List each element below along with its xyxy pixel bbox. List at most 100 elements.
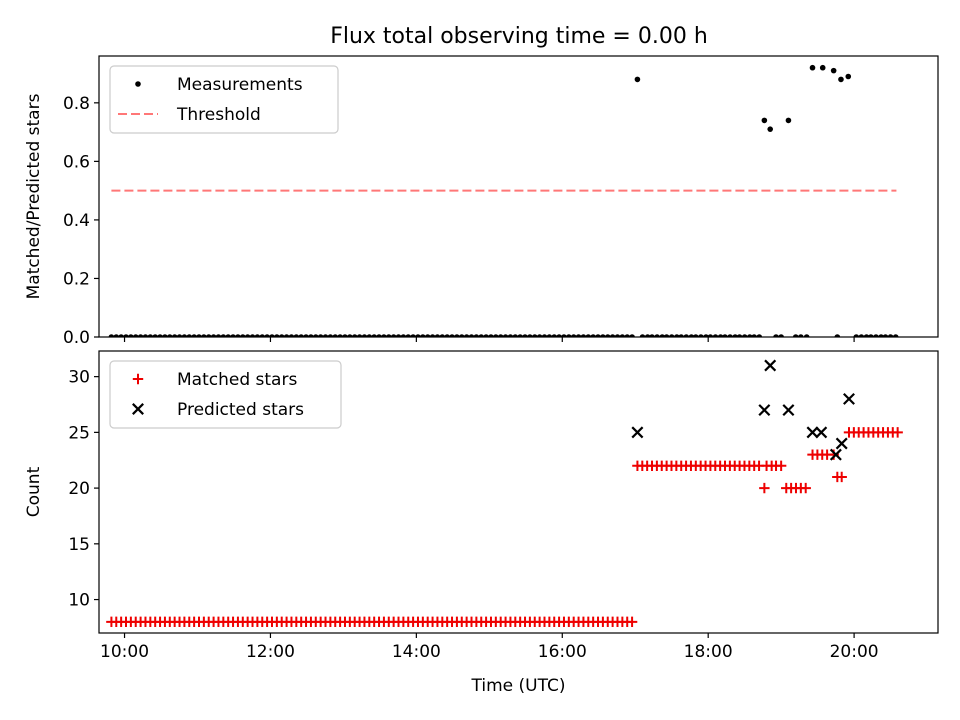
measurements-point bbox=[674, 334, 680, 337]
measurements-point bbox=[619, 334, 626, 337]
measurements-point bbox=[546, 334, 553, 337]
measurements-point bbox=[128, 334, 134, 337]
measurements-point bbox=[746, 334, 753, 337]
legend-label: Predicted stars bbox=[177, 400, 304, 420]
measurements-point bbox=[351, 334, 358, 337]
measurements-point bbox=[473, 334, 480, 337]
measurements-point bbox=[830, 67, 837, 74]
measurements-point bbox=[157, 334, 163, 337]
y-tick-label: 0.0 bbox=[63, 328, 90, 348]
measurements-point bbox=[132, 334, 139, 337]
measurements-point bbox=[356, 334, 363, 337]
measurements-point bbox=[123, 334, 129, 337]
measurements-point bbox=[230, 334, 236, 337]
predicted-stars-point bbox=[764, 359, 777, 372]
measurements-point bbox=[756, 334, 763, 337]
measurements-point bbox=[629, 334, 635, 337]
measurements-point bbox=[381, 334, 387, 337]
measurements-point bbox=[561, 334, 567, 337]
chart-title: Flux total observing time = 0.00 h bbox=[330, 24, 708, 49]
measurements-point bbox=[668, 334, 675, 337]
measurements-point bbox=[614, 334, 621, 337]
measurements-point bbox=[493, 334, 499, 337]
measurements-point bbox=[176, 334, 183, 337]
measurements-point bbox=[288, 334, 295, 337]
x-tick-label: 20:00 bbox=[830, 642, 879, 662]
measurements-point bbox=[162, 334, 168, 337]
measurements-point bbox=[654, 334, 660, 337]
bottom-panel: 10 15 20 25 30 10:00 12:00 14:00 16:00 18:00 20:00… bbox=[24, 350, 939, 696]
measurements-point bbox=[483, 334, 489, 337]
measurements-point bbox=[639, 334, 646, 337]
measurements-point bbox=[254, 334, 261, 337]
measurements-point bbox=[845, 73, 852, 80]
predicted-stars-point bbox=[843, 392, 855, 405]
y-tick-label: 25 bbox=[68, 423, 90, 443]
measurements-point bbox=[449, 334, 455, 337]
measurements-point bbox=[410, 334, 416, 337]
measurements-point bbox=[244, 334, 251, 337]
measurements-point bbox=[663, 334, 670, 337]
measurements-point bbox=[420, 334, 426, 337]
measurements-point bbox=[293, 334, 300, 337]
measurements-point bbox=[239, 334, 246, 337]
measurements-point bbox=[458, 334, 465, 337]
measurements-point bbox=[317, 334, 324, 337]
matched-stars-point bbox=[800, 482, 811, 494]
measurements-point bbox=[278, 334, 285, 337]
measurements-point bbox=[405, 334, 412, 337]
legend-predicted-stars-swatch bbox=[132, 403, 144, 415]
y-axis-label: Matched/Predicted stars bbox=[24, 93, 44, 299]
measurements-point bbox=[732, 334, 738, 337]
measurements-point bbox=[205, 334, 212, 337]
measurements-point bbox=[863, 334, 870, 337]
measurements-point bbox=[892, 334, 899, 337]
measurements-point bbox=[298, 334, 304, 337]
measurements-point bbox=[439, 334, 446, 337]
measurements-point bbox=[171, 334, 178, 337]
measurements-point bbox=[858, 334, 865, 337]
predicted-stars-point bbox=[835, 437, 848, 450]
measurements-point bbox=[741, 334, 748, 337]
measurements-point bbox=[722, 334, 728, 337]
measurements-point bbox=[390, 334, 397, 337]
measurements-point bbox=[595, 334, 601, 337]
measurements-point bbox=[522, 334, 528, 337]
measurements-point bbox=[585, 334, 592, 337]
measurements-point bbox=[624, 334, 631, 337]
legend-label: Measurements bbox=[177, 75, 303, 95]
measurements-point bbox=[361, 334, 368, 337]
x-tick-label: 16:00 bbox=[538, 642, 587, 662]
predicted-stars-point bbox=[829, 448, 842, 461]
measurements-point bbox=[118, 334, 124, 337]
measurements-point bbox=[507, 334, 514, 337]
y-tick-label: 0.4 bbox=[63, 211, 90, 231]
measurements-point bbox=[634, 76, 641, 83]
matched-stars-point bbox=[759, 482, 770, 494]
x-axis-label: Time (UTC) bbox=[471, 676, 566, 696]
measurements-point bbox=[264, 334, 270, 337]
predicted-stars-point bbox=[758, 404, 771, 417]
measurements-point bbox=[385, 334, 392, 337]
measurements-point bbox=[678, 334, 684, 337]
measurements-point bbox=[838, 76, 844, 83]
measurements-point bbox=[683, 334, 690, 337]
measurements-point bbox=[488, 334, 494, 337]
matched-stars-point bbox=[626, 616, 638, 628]
measurements-point bbox=[698, 334, 704, 337]
legend: Measurements Threshold bbox=[109, 65, 339, 134]
measurements-point bbox=[152, 334, 158, 337]
measurements-point bbox=[792, 334, 799, 337]
measurements-point bbox=[181, 334, 188, 337]
measurements-point bbox=[688, 334, 695, 337]
measurements-point bbox=[249, 334, 256, 337]
axes-frame bbox=[98, 55, 939, 338]
measurements-point bbox=[196, 334, 202, 337]
measurements-point bbox=[882, 334, 889, 337]
measurements-point bbox=[468, 334, 475, 337]
legend-matched-stars-swatch bbox=[132, 373, 144, 385]
measurements-point bbox=[541, 334, 548, 337]
measurements-point bbox=[259, 334, 266, 337]
legend-label: Matched stars bbox=[177, 370, 297, 390]
